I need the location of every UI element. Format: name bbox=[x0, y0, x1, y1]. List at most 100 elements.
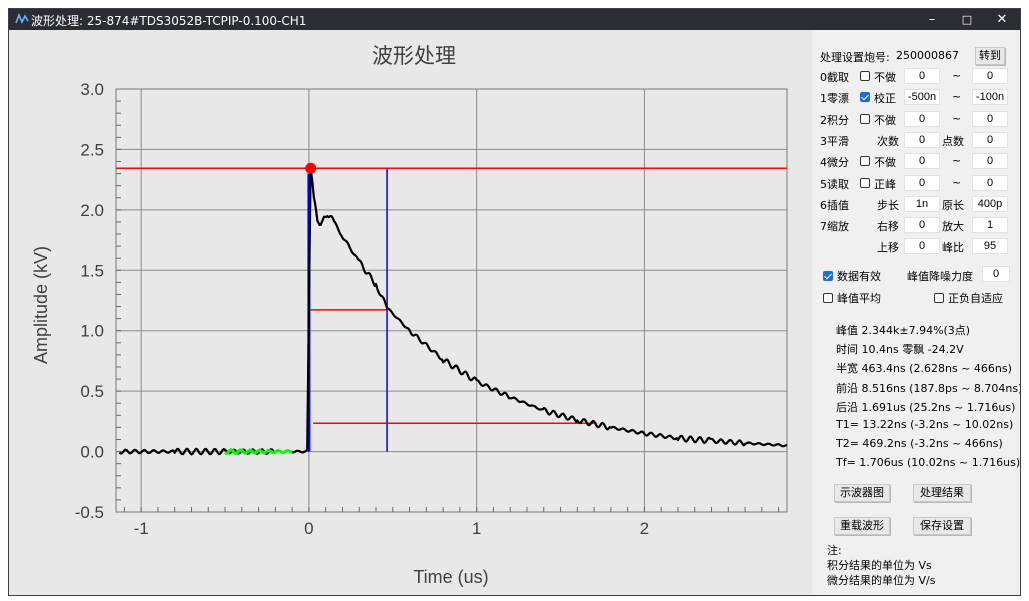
waveform-series bbox=[224, 448, 293, 455]
note-line: 微分结果的单位为 V/s bbox=[827, 574, 936, 587]
row-checkbox[interactable] bbox=[860, 114, 870, 124]
row-value-2[interactable]: -100n bbox=[972, 89, 1008, 105]
waveform-window: 波形处理: 25-874#TDS3052B-TCPIP-0.100-CH1 – … bbox=[8, 8, 1021, 596]
row-separator: 原长 bbox=[942, 199, 964, 212]
result-line: T2= 469.2ns (-3.2ns ~ 466ns) bbox=[836, 437, 1003, 450]
row-separator: 峰比 bbox=[942, 241, 964, 254]
row-option-label: 次数 bbox=[877, 135, 899, 148]
result-line: 峰值 2.344k±7.94%(3点) bbox=[836, 324, 971, 337]
noise-label: 峰值降噪力度 bbox=[907, 270, 973, 283]
row-separator: 点数 bbox=[942, 135, 964, 148]
setting-label: 处理设置炮号: bbox=[820, 51, 890, 64]
y-axis-label: Amplitude (kV) bbox=[31, 246, 51, 364]
row-option-label: 不做 bbox=[874, 114, 896, 127]
row-option-label: 校正 bbox=[874, 92, 896, 105]
row-label: 2积分 bbox=[820, 114, 849, 127]
row-option-label: 步长 bbox=[877, 199, 899, 212]
x-tick-label: 2 bbox=[640, 519, 649, 538]
row-separator: ~ bbox=[952, 154, 962, 167]
y-tick-label: 2.5 bbox=[80, 140, 104, 159]
row-value-1[interactable]: 0 bbox=[904, 175, 940, 191]
window-title: 波形处理: 25-874#TDS3052B-TCPIP-0.100-CH1 bbox=[31, 14, 307, 28]
row-label: 3平滑 bbox=[820, 135, 849, 148]
row-label: 1零漂 bbox=[820, 92, 849, 105]
oscilloscope-button[interactable]: 示波器图 bbox=[834, 484, 890, 502]
row-value-1[interactable]: 0 bbox=[904, 132, 940, 148]
result-line: 前沿 8.516ns (187.8ps ~ 8.704ns) bbox=[836, 382, 1021, 395]
peak-average-label: 峰值平均 bbox=[837, 292, 881, 305]
y-tick-label: 1.5 bbox=[80, 261, 104, 280]
result-button[interactable]: 处理结果 bbox=[913, 484, 971, 502]
y-tick-label: 0.0 bbox=[80, 443, 104, 462]
result-line: Tf= 1.706us (10.02ns ~ 1.716us) bbox=[836, 456, 1021, 469]
row-separator: ~ bbox=[952, 112, 962, 125]
row-value-1[interactable]: 0 bbox=[904, 238, 940, 254]
y-tick-label: 2.0 bbox=[80, 201, 104, 220]
row-label: 0截取 bbox=[820, 71, 849, 84]
row-separator: ~ bbox=[952, 90, 962, 103]
row-label: 6插值 bbox=[820, 199, 849, 212]
setting-value[interactable]: 250000867 bbox=[896, 49, 959, 62]
settings-panel: 处理设置炮号: 250000867 转到 0截取 不做 0 ~0 1零漂 校正 -500n ~… bbox=[812, 30, 1021, 595]
result-line: 半宽 463.4ns (2.628ns ~ 466ns) bbox=[836, 362, 1012, 375]
reload-waveform-button[interactable]: 重载波形 bbox=[834, 517, 890, 535]
plot-frame bbox=[115, 88, 788, 513]
x-tick-label: -1 bbox=[134, 519, 149, 538]
row-checkbox[interactable] bbox=[860, 92, 870, 102]
x-axis-label: Time (us) bbox=[413, 567, 488, 587]
row-value-2[interactable]: 0 bbox=[972, 153, 1008, 169]
close-button[interactable]: ✕ bbox=[996, 12, 1008, 27]
title-bar: 波形处理: 25-874#TDS3052B-TCPIP-0.100-CH1 – … bbox=[9, 9, 1020, 30]
row-option-label: 不做 bbox=[874, 156, 896, 169]
row-option-label: 正峰 bbox=[874, 178, 896, 191]
row-checkbox[interactable] bbox=[860, 156, 870, 166]
note-line: 注: bbox=[827, 544, 842, 557]
row-checkbox[interactable] bbox=[860, 71, 870, 81]
save-settings-button[interactable]: 保存设置 bbox=[913, 517, 971, 535]
note-line: 积分结果的单位为 Vs bbox=[827, 559, 932, 572]
x-tick-label: 0 bbox=[304, 519, 313, 538]
row-value-2[interactable]: 0 bbox=[972, 68, 1008, 84]
pos-neg-label: 正负自适应 bbox=[948, 292, 1003, 305]
row-value-1[interactable]: 0 bbox=[904, 68, 940, 84]
row-checkbox[interactable] bbox=[860, 178, 870, 188]
data-valid-label: 数据有效 bbox=[837, 270, 881, 283]
result-line: 后沿 1.691us (25.2ns ~ 1.716us) bbox=[836, 401, 1016, 414]
row-value-2[interactable]: 1 bbox=[972, 217, 1008, 233]
y-tick-label: -0.5 bbox=[75, 503, 104, 522]
row-label: 7缩放 bbox=[820, 220, 849, 233]
x-tick-label: 1 bbox=[472, 519, 481, 538]
waveform-chart: -1 0 1 2 3.0 2.5 2.0 1.5 1.0 0.5 0.0 -0.5 波形处理 Time… bbox=[31, 45, 788, 587]
waveform-series bbox=[118, 167, 788, 456]
row-separator: ~ bbox=[952, 176, 962, 189]
noise-input[interactable]: 0 bbox=[982, 266, 1010, 282]
row-separator: ~ bbox=[952, 69, 962, 82]
y-tick-label: 0.5 bbox=[80, 382, 104, 401]
peak-average-checkbox[interactable] bbox=[823, 293, 833, 303]
row-value-2[interactable]: 0 bbox=[972, 175, 1008, 191]
waveform-plot: -1 0 1 2 3.0 2.5 2.0 1.5 1.0 0.5 0.0 -0.5 波形处理 Time… bbox=[9, 30, 812, 595]
data-valid-checkbox[interactable] bbox=[823, 271, 833, 281]
result-line: 时间 10.4ns 零飘 -24.2V bbox=[836, 343, 964, 356]
row-label: 5读取 bbox=[820, 178, 849, 191]
row-value-1[interactable]: -500n bbox=[904, 89, 940, 105]
row-value-2[interactable]: 400p bbox=[972, 196, 1008, 212]
row-value-1[interactable]: 0 bbox=[904, 217, 940, 233]
y-tick-label: 3.0 bbox=[80, 80, 104, 99]
row-value-2[interactable]: 95 bbox=[972, 238, 1008, 254]
row-value-2[interactable]: 0 bbox=[972, 111, 1008, 127]
row-value-1[interactable]: 1n bbox=[904, 196, 940, 212]
goto-button[interactable]: 转到 bbox=[975, 47, 1005, 65]
chart-title: 波形处理 bbox=[372, 45, 456, 68]
row-value-2[interactable]: 0 bbox=[972, 132, 1008, 148]
plot-background bbox=[116, 89, 787, 512]
row-option-label: 右移 bbox=[877, 220, 899, 233]
row-value-1[interactable]: 0 bbox=[904, 153, 940, 169]
row-value-1[interactable]: 0 bbox=[904, 111, 940, 127]
result-line: T1= 13.22ns (-3.2ns ~ 10.02ns) bbox=[836, 418, 1014, 431]
row-option-label: 不做 bbox=[874, 71, 896, 84]
y-tick-label: 1.0 bbox=[80, 322, 104, 341]
minimize-button[interactable]: – bbox=[928, 12, 936, 27]
maximize-button[interactable]: □ bbox=[961, 13, 973, 26]
pos-neg-checkbox[interactable] bbox=[934, 293, 944, 303]
